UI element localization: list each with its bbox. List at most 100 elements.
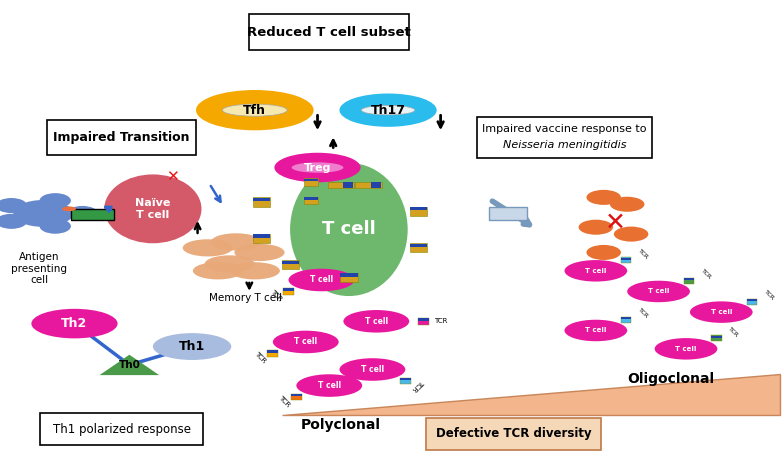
Text: TCR: TCR <box>411 378 425 392</box>
FancyBboxPatch shape <box>711 336 721 341</box>
Text: Reduced T cell subset: Reduced T cell subset <box>248 26 411 39</box>
FancyBboxPatch shape <box>355 182 382 188</box>
FancyBboxPatch shape <box>267 350 278 357</box>
FancyBboxPatch shape <box>47 120 195 155</box>
Text: Th1 polarized response: Th1 polarized response <box>53 423 191 436</box>
FancyBboxPatch shape <box>410 207 427 210</box>
FancyBboxPatch shape <box>410 243 427 252</box>
FancyBboxPatch shape <box>400 378 411 380</box>
Text: T cell: T cell <box>585 268 607 274</box>
Text: Neisseria meningitidis: Neisseria meningitidis <box>503 140 626 150</box>
FancyBboxPatch shape <box>684 278 694 284</box>
FancyBboxPatch shape <box>283 288 294 295</box>
FancyBboxPatch shape <box>253 198 270 201</box>
Ellipse shape <box>579 220 613 235</box>
Ellipse shape <box>290 163 408 296</box>
Ellipse shape <box>62 207 76 211</box>
FancyBboxPatch shape <box>621 257 631 263</box>
Polygon shape <box>100 355 159 375</box>
FancyBboxPatch shape <box>343 182 354 188</box>
FancyBboxPatch shape <box>340 273 358 282</box>
FancyBboxPatch shape <box>621 257 631 260</box>
Ellipse shape <box>13 200 73 227</box>
FancyBboxPatch shape <box>283 289 294 291</box>
FancyBboxPatch shape <box>418 318 429 325</box>
Ellipse shape <box>234 244 285 261</box>
Ellipse shape <box>339 358 405 381</box>
Text: TCR: TCR <box>253 351 267 364</box>
FancyBboxPatch shape <box>684 278 694 280</box>
Text: Memory T cell: Memory T cell <box>209 293 282 303</box>
Text: Oligoclonal: Oligoclonal <box>626 372 714 386</box>
Text: TCR: TCR <box>277 394 291 408</box>
FancyBboxPatch shape <box>253 235 270 238</box>
FancyBboxPatch shape <box>340 274 358 277</box>
FancyBboxPatch shape <box>746 299 757 301</box>
Text: Th0: Th0 <box>118 360 140 370</box>
FancyBboxPatch shape <box>410 244 427 247</box>
FancyBboxPatch shape <box>249 14 409 50</box>
Ellipse shape <box>273 330 339 353</box>
Text: T cell: T cell <box>294 337 318 347</box>
FancyBboxPatch shape <box>291 394 302 400</box>
FancyBboxPatch shape <box>304 197 318 204</box>
FancyBboxPatch shape <box>253 197 270 207</box>
FancyBboxPatch shape <box>711 336 721 338</box>
Text: T cell: T cell <box>365 317 388 326</box>
FancyBboxPatch shape <box>253 234 270 243</box>
Text: T cell: T cell <box>648 288 670 295</box>
Ellipse shape <box>196 90 314 130</box>
Text: Th17: Th17 <box>371 104 405 117</box>
Ellipse shape <box>610 197 644 212</box>
FancyBboxPatch shape <box>746 299 757 305</box>
Ellipse shape <box>274 153 361 182</box>
Text: Defective TCR diversity: Defective TCR diversity <box>436 427 591 440</box>
FancyBboxPatch shape <box>621 317 631 323</box>
Ellipse shape <box>193 262 243 280</box>
Ellipse shape <box>223 104 287 116</box>
Ellipse shape <box>205 255 255 273</box>
FancyBboxPatch shape <box>400 378 411 384</box>
FancyBboxPatch shape <box>477 118 652 158</box>
Text: T cell: T cell <box>361 365 384 374</box>
Text: TCR: TCR <box>763 289 775 301</box>
Polygon shape <box>282 374 780 415</box>
FancyBboxPatch shape <box>621 317 631 319</box>
Ellipse shape <box>339 94 437 127</box>
Text: Impaired vaccine response to: Impaired vaccine response to <box>482 124 647 134</box>
Ellipse shape <box>153 333 231 360</box>
Text: Impaired Transition: Impaired Transition <box>53 131 190 144</box>
Text: Treg: Treg <box>304 162 331 173</box>
Text: TCR: TCR <box>637 308 650 319</box>
Ellipse shape <box>655 338 717 359</box>
Ellipse shape <box>586 190 621 205</box>
Ellipse shape <box>564 260 627 281</box>
Ellipse shape <box>0 198 27 213</box>
Ellipse shape <box>614 227 648 241</box>
Ellipse shape <box>690 302 753 323</box>
FancyBboxPatch shape <box>328 182 354 188</box>
Text: Antigen
presenting
cell: Antigen presenting cell <box>11 252 67 285</box>
FancyBboxPatch shape <box>282 260 299 269</box>
Ellipse shape <box>289 269 354 291</box>
Text: ✕: ✕ <box>605 211 626 235</box>
FancyBboxPatch shape <box>304 179 318 186</box>
Text: TCR: TCR <box>637 248 650 260</box>
Text: Polyclonal: Polyclonal <box>301 418 381 431</box>
Text: T cell: T cell <box>310 275 333 285</box>
Text: Th2: Th2 <box>61 317 88 330</box>
Ellipse shape <box>104 174 201 243</box>
FancyBboxPatch shape <box>282 261 299 264</box>
Text: T cell: T cell <box>710 309 732 315</box>
Ellipse shape <box>39 218 71 234</box>
FancyBboxPatch shape <box>418 319 429 321</box>
Ellipse shape <box>67 206 98 221</box>
Ellipse shape <box>343 310 409 333</box>
FancyBboxPatch shape <box>426 418 601 450</box>
FancyBboxPatch shape <box>291 394 302 396</box>
Text: TCR: TCR <box>269 289 283 302</box>
Ellipse shape <box>296 374 362 397</box>
Text: T cell: T cell <box>318 381 341 390</box>
Ellipse shape <box>39 193 71 208</box>
Ellipse shape <box>292 162 343 173</box>
